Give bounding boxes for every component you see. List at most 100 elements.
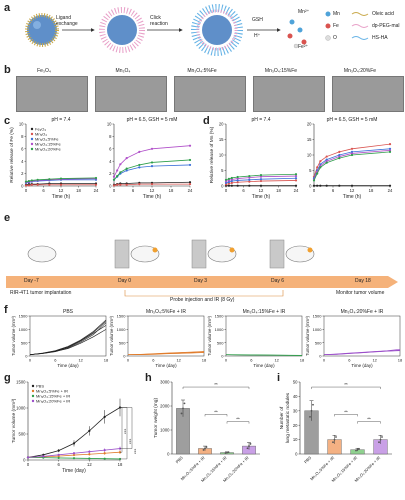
- c-left-ytick-label: 10: [19, 122, 24, 127]
- c-left-ytick-label: 2: [21, 171, 24, 176]
- c-right-xtick-label: 6: [132, 188, 135, 193]
- panel-d-letter: d: [203, 115, 210, 127]
- f-mouse-curve-1-3: [128, 352, 205, 355]
- d-right-point: [388, 184, 392, 187]
- g-point: [103, 452, 106, 455]
- d-left-point: [259, 184, 263, 187]
- c-right-xtick-label: 0: [113, 188, 116, 193]
- c-right-point: [138, 163, 141, 167]
- c-left-xtick-label: 0: [25, 188, 28, 193]
- f-title-3: Mn₃O₄:20%Fe + IR: [341, 309, 384, 315]
- d-right-point: [316, 184, 319, 187]
- i-dot: [358, 447, 360, 450]
- c-left-ytick-label: 4: [21, 159, 24, 164]
- f-ytick-label: 500: [315, 340, 322, 345]
- f-xtick-label: 12: [176, 358, 181, 363]
- d-right-point: [388, 149, 392, 152]
- nanoparticle-ha: [191, 4, 243, 56]
- c-left-xtick-label: 12: [59, 188, 64, 193]
- event-implantation: RIR-4T1 tumor implantation: [10, 290, 72, 296]
- d-right-point: [338, 153, 341, 157]
- h-sig-label-2: **: [236, 417, 240, 422]
- panel-e-schedule: [6, 239, 398, 297]
- c-right-xlabel: Time (h): [143, 194, 162, 200]
- d-right-point: [319, 184, 322, 187]
- c-left-point: [24, 184, 28, 187]
- c-right-xtick-label: 18: [169, 188, 174, 193]
- c-right-series-line-3: [113, 145, 191, 177]
- i-sig-label-0: **: [344, 382, 348, 387]
- c-left-ytick-label: 0: [21, 184, 24, 189]
- i-ytick-label: 30: [293, 408, 298, 413]
- d-right-ytick-label: 20: [307, 122, 312, 127]
- d-right-ytick-label: 0: [309, 184, 312, 189]
- f-xtick-label: 0: [29, 358, 32, 363]
- g-legend-marker-0: [31, 384, 35, 388]
- d-left-point: [227, 177, 231, 180]
- i-category-0: PBS: [303, 455, 312, 464]
- i-dot: [309, 415, 311, 418]
- tem-image-fe3o4: [16, 76, 88, 112]
- d-right-point: [319, 160, 322, 163]
- d-right-ytick-label: 15: [307, 137, 312, 142]
- d-right-xtick-label: 6: [332, 188, 335, 193]
- g-ytick-label: 0: [23, 458, 26, 463]
- f-frame-3: [323, 315, 401, 357]
- d-left-point: [230, 181, 233, 184]
- h-sig-bracket-2: [226, 421, 250, 424]
- f-xtick-label: 6: [348, 358, 351, 363]
- c-right-point: [112, 175, 116, 178]
- tem-image-5fe: [174, 76, 246, 112]
- c-right-point: [116, 169, 119, 172]
- d-left-point: [224, 180, 228, 183]
- c-right-point: [188, 163, 192, 167]
- f-ytick-label: 1500: [117, 314, 127, 319]
- c-right-point: [116, 183, 119, 186]
- f-xtick-label: 12: [78, 358, 83, 363]
- d-left-point: [259, 178, 263, 181]
- f-ytick-label: 1000: [313, 327, 323, 332]
- g-sig-label-2: ***: [132, 449, 137, 455]
- d-left-point: [236, 177, 239, 180]
- d-left-point: [230, 179, 233, 183]
- d-left-point: [227, 179, 231, 182]
- d-right-xtick-label: 12: [350, 188, 355, 193]
- g-legend-label-1: Mn₃O₄:5%Fe + IR: [36, 389, 68, 394]
- f-mouse-curve-0-0: [29, 325, 107, 355]
- c-right-point: [116, 174, 119, 178]
- c-right-ytick-label: 4: [109, 159, 112, 164]
- d-right-title: pH = 6.5, GSH = 5 mM: [327, 117, 378, 123]
- c-right-ytick-label: 0: [109, 184, 112, 189]
- d-left-xtick-label: 18: [276, 188, 281, 193]
- c-left-xtick-label: 6: [42, 188, 45, 193]
- c-right-point: [119, 183, 122, 186]
- ion-fe-label: Fe²⁺: [298, 44, 309, 50]
- i-ytick-label: 10: [293, 437, 298, 442]
- c-left-xlabel: Time (h): [52, 194, 71, 200]
- i-sig-label-2: **: [367, 417, 371, 422]
- d-left-point: [224, 181, 228, 184]
- day-6: Day 6: [271, 278, 285, 284]
- h-ytick-label: 0: [167, 452, 170, 457]
- c-right-point: [150, 161, 154, 164]
- c-left-point: [59, 183, 63, 186]
- d-left-ytick-label: 20: [219, 122, 224, 127]
- i-ytick-label: 50: [293, 380, 298, 385]
- h-dot: [227, 451, 230, 454]
- treatment-bracket: [124, 290, 284, 297]
- c-right-ytick-label: 10: [107, 122, 112, 127]
- c-right-point: [112, 178, 116, 181]
- d-left-point: [227, 184, 231, 187]
- i-dot: [312, 403, 314, 406]
- panel-a-letter: a: [4, 2, 11, 14]
- day-18: Day 18: [355, 278, 371, 284]
- i-sig-bracket-2: [357, 421, 381, 424]
- c-right-title: pH = 6.5, GSH = 5 mM: [127, 117, 178, 123]
- c-left-point: [30, 179, 33, 182]
- d-right-point: [325, 184, 328, 187]
- d-left-point: [248, 178, 251, 181]
- i-ytick-label: 20: [293, 423, 298, 428]
- tem-label-5: Mn₃O₄:20%Fe: [343, 68, 377, 74]
- h-dot: [248, 445, 250, 447]
